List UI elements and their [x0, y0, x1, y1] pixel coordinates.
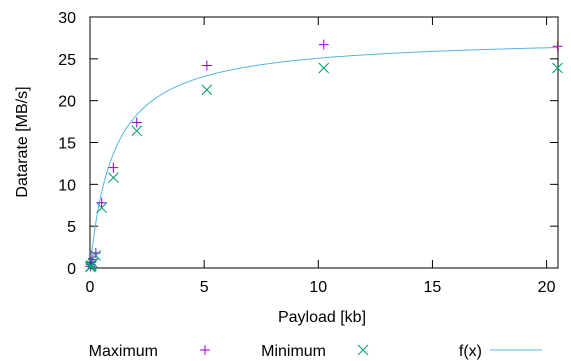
- data-point-minimum: [108, 172, 119, 183]
- y-axis-label: Datarate [MB/s]: [14, 86, 31, 197]
- legend: Maximum Minimum f(x): [89, 343, 542, 360]
- data-point-maximum: [131, 117, 142, 128]
- data-point-maximum: [201, 60, 212, 71]
- plot-frame: [89, 16, 559, 269]
- data-point-maximum: [552, 41, 563, 52]
- x-axis-label: Payload [kb]: [278, 309, 366, 326]
- data-point-maximum: [96, 197, 107, 208]
- x-tick-label: 20: [538, 279, 556, 296]
- y-tick-label: 5: [67, 219, 76, 236]
- fit-curve: [89, 47, 559, 269]
- data-point-minimum: [318, 62, 330, 74]
- data-point-minimum: [201, 84, 213, 96]
- data-point-minimum: [87, 257, 99, 269]
- legend-label: f(x): [459, 343, 482, 360]
- data-point-minimum: [90, 250, 102, 261]
- x-tick-label: 0: [86, 279, 95, 296]
- y-tick-label: 0: [67, 261, 76, 278]
- data-point-maximum: [108, 162, 119, 173]
- legend-marker-minimum: [357, 344, 369, 356]
- data-point-maximum: [318, 39, 329, 50]
- y-tick-label: 30: [58, 10, 76, 27]
- data-point-minimum: [131, 125, 143, 137]
- x-tick-label: 15: [424, 279, 442, 296]
- data-point-minimum: [86, 260, 97, 271]
- y-tick-label: 15: [58, 136, 76, 153]
- y-tick-label: 10: [58, 177, 76, 194]
- legend-marker-maximum: [200, 345, 210, 355]
- y-axis: 0 5 10 15 20 25 30: [58, 10, 558, 278]
- data-point-maximum: [90, 247, 101, 258]
- series-layer: [85, 39, 563, 273]
- y-tick-label: 25: [58, 52, 76, 69]
- x-axis: 0 5 10 15 20: [86, 17, 556, 296]
- legend-label: Maximum: [89, 343, 158, 360]
- legend-label: Minimum: [261, 343, 326, 360]
- data-point-minimum: [552, 62, 563, 74]
- data-point-minimum: [96, 202, 108, 214]
- x-tick-label: 5: [200, 279, 209, 296]
- x-tick-label: 10: [309, 279, 327, 296]
- y-tick-label: 20: [58, 94, 76, 111]
